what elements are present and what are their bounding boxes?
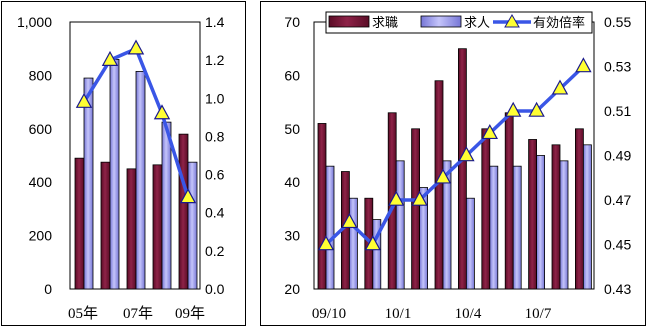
- line-marker: [458, 146, 475, 162]
- line-marker: [387, 190, 405, 206]
- line-marker: [481, 123, 499, 140]
- chart-1-right-tick: 0.8: [205, 128, 225, 144]
- chart-1-right-tick: 1.2: [205, 52, 225, 68]
- legend-swatch-secondary: [420, 15, 462, 28]
- bar-secondary: [83, 77, 94, 290]
- chart-1-right-tick: 0.2: [205, 243, 225, 259]
- chart-1-marks: [74, 39, 198, 290]
- bar-primary: [575, 128, 584, 290]
- chart-1-left-tick: 0: [44, 281, 52, 297]
- chart-2-left-tick: 70: [284, 14, 300, 30]
- line-marker: [411, 190, 428, 206]
- bar-secondary: [583, 144, 592, 290]
- chart-2-right-tick: 0.53: [604, 59, 631, 75]
- ratio-line: [324, 65, 585, 247]
- chart-2-left-tick: 30: [284, 228, 300, 244]
- line-marker: [317, 235, 335, 251]
- chart-2-right-tick: 0.51: [604, 103, 631, 119]
- bar-primary: [100, 161, 111, 290]
- chart-2-x-tick: 10/4: [455, 306, 482, 322]
- bar-primary: [317, 123, 327, 290]
- bar-secondary: [419, 187, 429, 290]
- chart-2-right-tick: 0.45: [604, 237, 631, 253]
- bar-primary: [528, 139, 537, 290]
- bar-secondary: [109, 58, 120, 290]
- bar-primary: [74, 157, 85, 290]
- legend-marker-triangle: [504, 14, 520, 28]
- chart-2-x-tick: 09/10: [312, 306, 346, 322]
- bar-secondary: [512, 165, 522, 290]
- chart-2-x-tick: 10/7: [525, 306, 552, 322]
- line-marker: [179, 188, 197, 204]
- legend-label-secondary: 求人: [464, 16, 490, 31]
- bar-secondary: [161, 121, 172, 290]
- chart-2-x-tick: 10/1: [385, 306, 412, 322]
- chart-2-right-tick: 0.55: [604, 14, 631, 30]
- chart-1-x-tick: 07年: [123, 305, 153, 322]
- line-marker: [551, 79, 569, 95]
- bar-secondary: [348, 197, 358, 290]
- chart-2-right-tick: 0.47: [604, 192, 631, 208]
- line-marker: [75, 92, 93, 108]
- legend-label-line: 有効倍率: [533, 15, 585, 31]
- chart-2-left-tick: 20: [284, 281, 300, 297]
- bar-secondary: [395, 160, 405, 290]
- legend-label-primary: 求職: [372, 16, 398, 31]
- chart-2-left-tick: 60: [284, 67, 300, 83]
- bar-secondary: [465, 197, 475, 290]
- line-marker: [341, 212, 358, 229]
- chart-2-right-tick: 0.49: [604, 148, 631, 164]
- bar-secondary: [559, 160, 569, 290]
- bar-secondary: [187, 161, 198, 290]
- bar-secondary: [489, 165, 499, 290]
- bar-primary: [178, 133, 189, 290]
- chart-1-left-tick: 1,000: [17, 14, 52, 30]
- bar-primary: [481, 128, 491, 290]
- line-marker: [434, 168, 452, 184]
- bar-secondary: [442, 160, 452, 290]
- chart-2-left-tick: 50: [284, 121, 300, 137]
- legend: 求職 求人 有効倍率: [325, 11, 593, 34]
- bar-secondary: [372, 219, 382, 290]
- chart-2-left-tick: 40: [284, 174, 300, 190]
- line-marker: [127, 39, 145, 55]
- chart-1-left-tick: 800: [29, 67, 53, 83]
- line-marker: [364, 235, 382, 251]
- chart-1-left-tick: 600: [29, 121, 53, 137]
- line-marker: [504, 101, 522, 117]
- chart-1-right-tick: 0.0: [205, 281, 225, 297]
- chart-1-right-tick: 0.4: [205, 205, 225, 221]
- chart-1-left-tick: 400: [29, 174, 53, 190]
- legend-swatch-primary: [328, 15, 370, 28]
- chart-1-right-tick: 1.4: [205, 14, 225, 30]
- line-marker: [101, 50, 119, 66]
- bar-secondary: [536, 155, 545, 290]
- bar-primary: [504, 112, 514, 290]
- chart-1-right-tick: 1.0: [205, 90, 225, 106]
- chart-1-frame: [1, 1, 246, 326]
- bar-secondary: [325, 165, 335, 290]
- chart-2-right-tick: 0.43: [604, 281, 631, 297]
- chart-1-right-tick: 0.6: [205, 167, 225, 183]
- line-marker: [575, 57, 592, 73]
- chart-1-left-tick: 200: [29, 228, 53, 244]
- chart-1-x-tick: 05年: [68, 305, 98, 322]
- bar-primary: [126, 168, 137, 290]
- bar-primary: [411, 128, 421, 290]
- bar-secondary: [135, 70, 146, 290]
- line-marker: [153, 104, 171, 120]
- chart-2-marks: [317, 48, 592, 290]
- bar-primary: [551, 144, 561, 290]
- chart-1-x-tick: 09年: [175, 305, 205, 322]
- bar-primary: [152, 164, 163, 290]
- line-marker: [528, 101, 545, 117]
- bar-primary: [457, 48, 467, 290]
